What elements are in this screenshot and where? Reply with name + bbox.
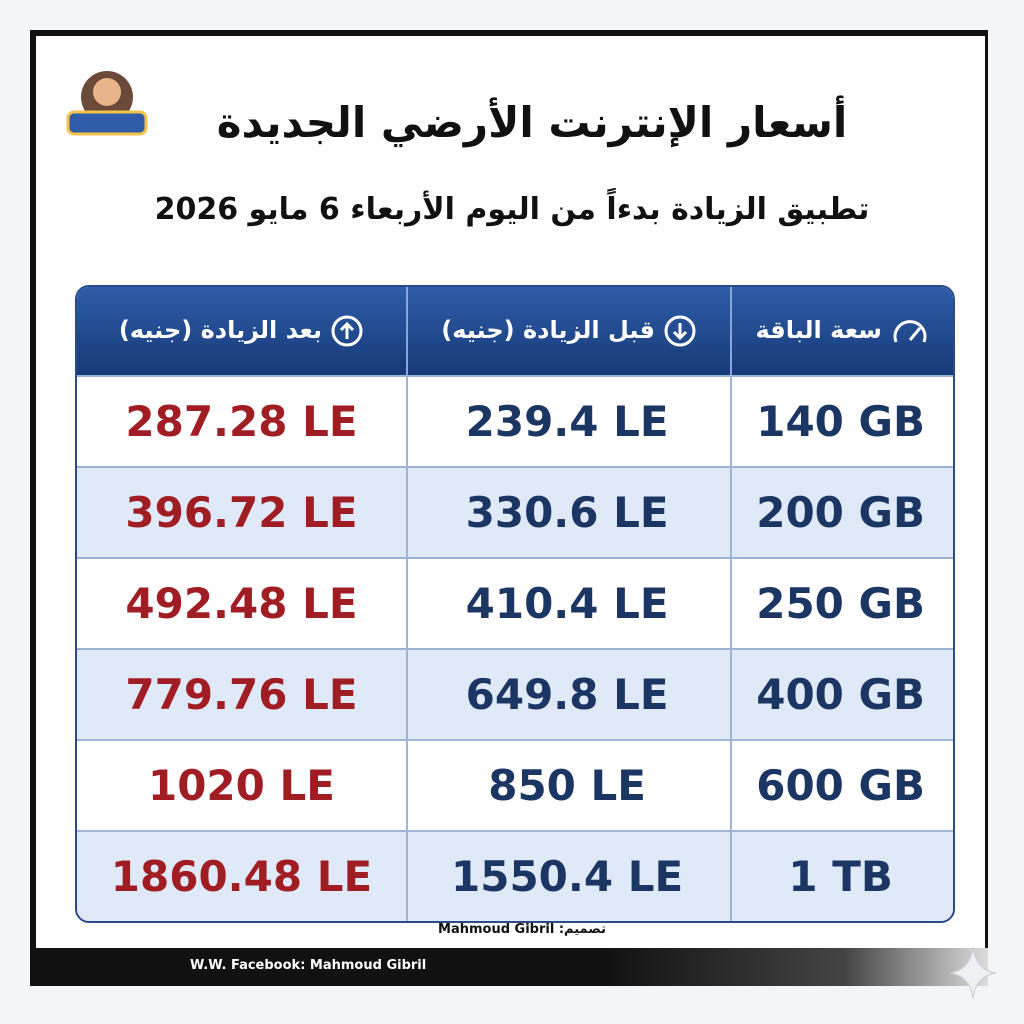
- header-row: سعة الباقة قبل الزيادة (جنيه) بعد الزياد…: [77, 287, 953, 375]
- table-row: 1 TB 1550.4 LE 1860.48 LE: [77, 830, 953, 921]
- bottom-bar: [30, 948, 988, 986]
- table-cell: 140 GB: [730, 375, 953, 466]
- credit: Mahmoud Gibril تصميم:: [0, 922, 1024, 937]
- facebook: W.W. Facebook: Mahmoud Gibril: [190, 958, 427, 973]
- table-cell: 200 GB: [730, 466, 953, 557]
- table-cell: 850 LE: [405, 739, 731, 830]
- down-icon: [664, 315, 696, 347]
- up-icon: [331, 315, 363, 347]
- table-row: 600 GB 850 LE 1020 LE: [77, 739, 953, 830]
- column-title: بعد الزيادة (جنيه): [118, 316, 323, 344]
- table-cell: 492.48 LE: [77, 557, 406, 648]
- table-cell: 600 GB: [730, 739, 953, 830]
- table-row: 250 GB 410.4 LE 492.48 LE: [77, 557, 953, 648]
- table-cell: 287.28 LE: [77, 375, 406, 466]
- table-body: 140 GB 239.4 LE 287.28 LE 200 GB 330.6 LE 396…: [77, 375, 953, 921]
- title: أسعار الإنترنت الأرضي الجديدة: [216, 98, 848, 147]
- credit-name: Mahmoud Gibril: [438, 922, 555, 937]
- table-cell: 1 TB: [730, 830, 953, 921]
- table-cell: 400 GB: [730, 648, 953, 739]
- subtitle: تطبيق الزيادة بدءاً من اليوم الأربعاء 6 …: [154, 192, 870, 227]
- column-title: سعة الباقة: [755, 316, 882, 344]
- table-cell: 1550.4 LE: [405, 830, 731, 921]
- table-cell: 649.8 LE: [405, 648, 731, 739]
- table-cell: 330.6 LE: [405, 466, 731, 557]
- gauge-icon: [893, 320, 927, 343]
- sparkle: [949, 946, 997, 999]
- table-cell: 239.4 LE: [405, 375, 731, 466]
- table-cell: 396.72 LE: [77, 466, 406, 557]
- column-header: سعة الباقة: [730, 287, 953, 375]
- credit-label: تصميم:: [558, 922, 606, 937]
- column-header: قبل الزيادة (جنيه): [405, 287, 731, 375]
- table-row: 140 GB 239.4 LE 287.28 LE: [77, 375, 953, 466]
- column-title: قبل الزيادة (جنيه): [441, 316, 655, 344]
- table-cell: 1860.48 LE: [77, 830, 406, 921]
- price-table: سعة الباقة قبل الزيادة (جنيه) بعد الزياد…: [75, 285, 955, 923]
- table-cell: 1020 LE: [77, 739, 406, 830]
- column-header: بعد الزيادة (جنيه): [77, 287, 406, 375]
- logo: [66, 71, 148, 136]
- table-cell: 250 GB: [730, 557, 953, 648]
- table-cell: 410.4 LE: [405, 557, 731, 648]
- table-row: 400 GB 649.8 LE 779.76 LE: [77, 648, 953, 739]
- table-cell: 779.76 LE: [77, 648, 406, 739]
- table-row: 200 GB 330.6 LE 396.72 LE: [77, 466, 953, 557]
